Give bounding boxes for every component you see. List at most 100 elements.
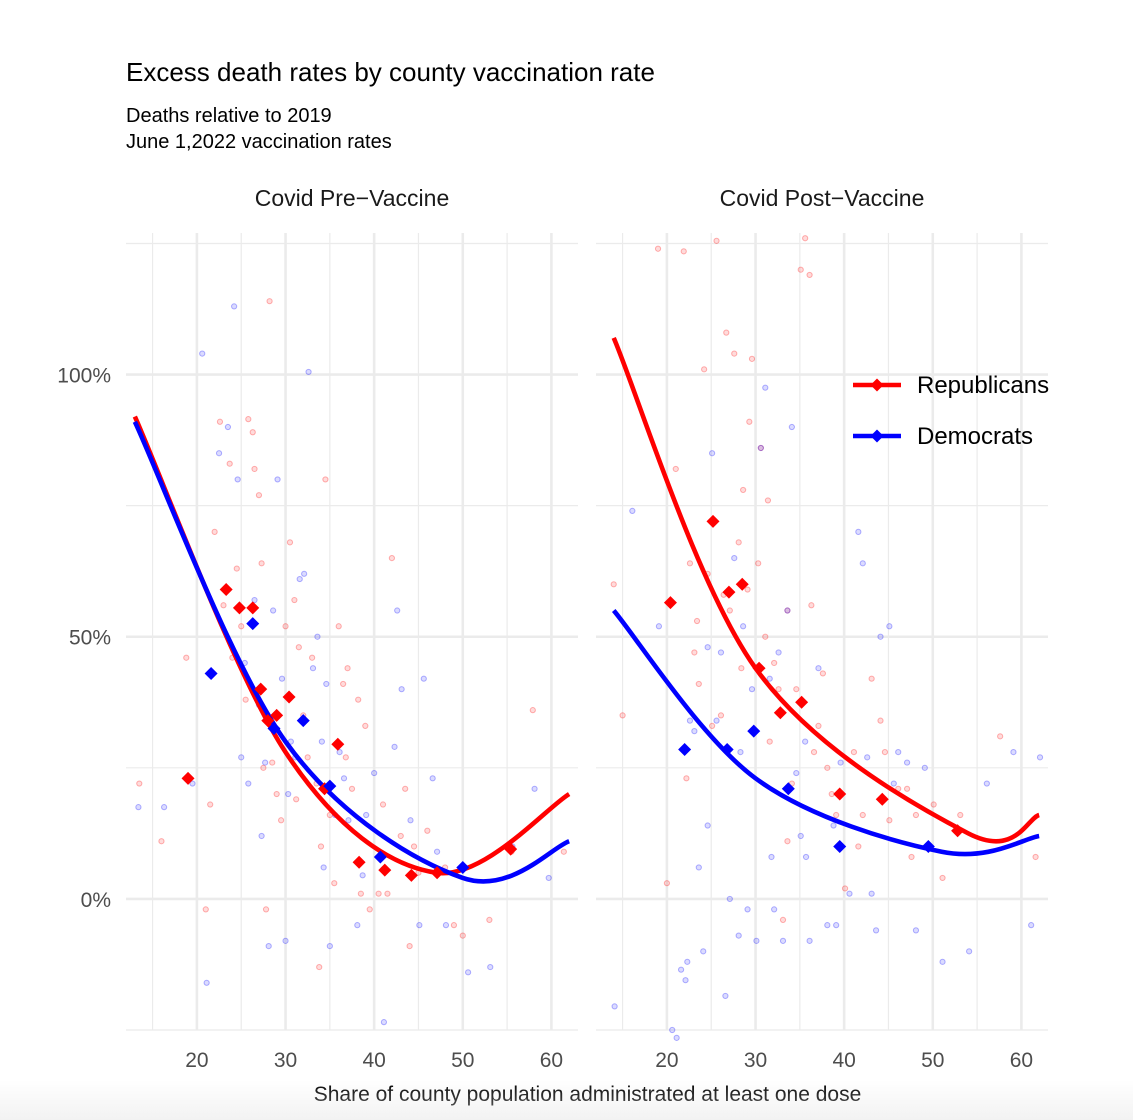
county-point-democrats: [784, 607, 791, 614]
county-point-republicans: [226, 460, 233, 467]
county-point-republicans: [242, 696, 249, 703]
county-point-democrats: [903, 759, 911, 766]
binned-mean-republicans: [270, 708, 284, 722]
panel-pre-vaccine: Covid Pre−Vaccine 20 30 40 50 60: [126, 185, 578, 1072]
county-point-republicans: [693, 617, 701, 625]
binned-mean-democrats: [678, 742, 692, 756]
county-point-republicans: [775, 686, 782, 693]
county-point-democrats: [238, 754, 245, 761]
county-point-republicans: [746, 418, 753, 425]
county-point-republicans: [908, 853, 915, 861]
county-point-republicans: [424, 827, 431, 834]
county-point-democrats: [744, 906, 751, 913]
fit-line-democrats: [611, 609, 1040, 857]
county-point-democrats: [251, 596, 258, 604]
county-point-republicans: [654, 245, 662, 252]
county-point-republicans: [859, 811, 866, 819]
county-point-democrats: [655, 623, 663, 630]
county-point-republicans: [819, 670, 826, 677]
binned-mean-republicans: [773, 706, 787, 720]
panel-post-vaccine: Covid Post−Vaccine 20 30 40 50 60: [596, 185, 1048, 1072]
county-point-democrats: [1028, 922, 1035, 929]
county-point-democrats: [779, 937, 787, 944]
legend-key-diamond: [870, 378, 884, 392]
county-point-democrats: [318, 738, 325, 745]
county-point-republicans: [251, 465, 258, 473]
county-point-republicans: [366, 906, 373, 913]
county-point-democrats: [323, 680, 330, 688]
county-point-democrats: [815, 665, 822, 672]
y-tick-label: 100%: [57, 365, 111, 388]
county-point-democrats: [686, 717, 694, 724]
county-point-republicans: [486, 916, 493, 923]
county-point-democrats: [391, 743, 398, 750]
county-point-republicans: [348, 785, 356, 792]
county-point-democrats: [231, 303, 238, 310]
county-point-democrats: [135, 804, 142, 811]
county-point-republicans: [402, 785, 409, 792]
binned-mean-republicans: [504, 842, 518, 856]
county-point-democrats: [806, 937, 813, 944]
county-point-democrats: [717, 649, 725, 656]
county-point-republicans: [784, 838, 791, 845]
county-point-democrats: [199, 350, 206, 357]
county-point-republicans: [316, 963, 323, 971]
county-point-republicans: [260, 764, 267, 771]
county-point-republicans: [362, 722, 369, 729]
binned-mean-democrats: [267, 722, 281, 736]
binned-mean-democrats: [720, 742, 734, 756]
binned-mean-republicans: [254, 682, 268, 696]
county-point-republicans: [258, 560, 265, 567]
binned-mean-republicans: [430, 866, 444, 880]
county-point-republicans: [680, 248, 687, 255]
county-point-republicans: [855, 843, 862, 850]
county-point-democrats: [868, 890, 875, 897]
county-point-republicans: [295, 644, 302, 651]
binned-mean-democrats: [747, 724, 761, 738]
county-point-republicans: [740, 486, 747, 494]
chart-subtitle-line-2: June 1,2022 vaccination rates: [126, 131, 392, 153]
county-point-democrats: [895, 748, 902, 756]
county-point-democrats: [709, 450, 716, 457]
county-point-republicans: [282, 623, 289, 630]
county-point-republicans: [824, 764, 831, 771]
county-point-democrats: [320, 864, 327, 871]
county-point-democrats: [262, 759, 269, 766]
x-tick-label: 30: [274, 1049, 297, 1072]
x-tick-label: 60: [540, 1049, 563, 1072]
panel-strip-label: Covid Pre−Vaccine: [255, 185, 450, 211]
county-point-democrats: [309, 665, 317, 672]
x-axis-label: Share of county population administrated…: [313, 1083, 862, 1106]
county-point-democrats: [354, 922, 361, 929]
binned-mean-republicans: [875, 792, 889, 806]
binned-mean-republicans: [722, 585, 736, 599]
county-point-republicans: [912, 811, 920, 819]
chart-subtitle-line-1: Deaths relative to 2019: [126, 105, 332, 127]
county-point-democrats: [420, 675, 427, 682]
county-point-republicans: [841, 885, 849, 892]
county-point-democrats: [416, 922, 423, 929]
county-point-republicans: [277, 817, 285, 824]
y-tick-label: 50%: [69, 627, 111, 650]
county-point-democrats: [611, 1003, 618, 1010]
county-point-democrats: [629, 507, 636, 515]
county-point-republicans: [815, 722, 822, 729]
county-point-republicans: [238, 623, 245, 630]
binned-mean-democrats: [246, 617, 260, 631]
legend-label-democrats: Democrats: [917, 423, 1033, 450]
legend-key-diamond: [870, 429, 884, 443]
county-point-republicans: [672, 465, 679, 473]
county-point-republicans: [326, 811, 333, 819]
county-point-democrats: [326, 943, 333, 950]
county-point-republicans: [755, 560, 762, 567]
county-point-democrats: [359, 872, 366, 879]
county-point-republicans: [384, 890, 391, 897]
county-point-republicans: [748, 355, 756, 362]
county-point-democrats: [301, 570, 308, 577]
county-point-republicans: [762, 633, 769, 640]
county-point-republicans: [723, 329, 730, 336]
legend: Republicans Democrats: [853, 372, 1049, 450]
county-point-democrats: [189, 780, 196, 787]
county-point-republicans: [317, 843, 325, 850]
